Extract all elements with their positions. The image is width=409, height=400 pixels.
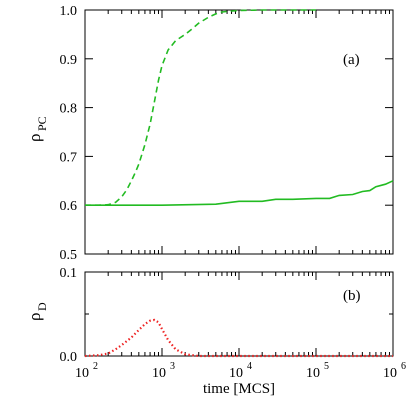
series-line-dotted: [84, 318, 393, 358]
series-line-dashed: [85, 9, 316, 206]
panel-b-label: (b): [343, 288, 361, 304]
x-tick-exponent: 2: [93, 361, 98, 372]
panel-a: 0.5 0.6 0.7 0.8 0.9 1.0 (a) ρ PC: [25, 4, 394, 263]
panel-a-series: [85, 9, 394, 206]
panel-b-series: [84, 318, 393, 358]
y-tick-label: 0.0: [60, 350, 78, 365]
panel-a-y-axis-label: ρ PC: [25, 116, 49, 142]
x-tick-exponent: 4: [247, 361, 252, 372]
y-tick-label: 0.7: [60, 150, 78, 165]
x-tick-label: 10: [75, 366, 89, 381]
panel-b-y-tick-labels: 0.0 0.1: [60, 266, 78, 365]
y-tick-label: 0.6: [60, 199, 78, 214]
panel-b-frame: [84, 271, 394, 357]
panel-b: 0.0 0.1 10 2 10 3 10 4 10 5 10 6 (b) ρ D time [MCS…: [25, 266, 406, 397]
x-tick-exponent: 5: [324, 361, 329, 372]
y-tick-label: 1.0: [60, 4, 78, 19]
panel-b-ylabel-sub: D: [35, 302, 49, 311]
panel-b-x-tick-labels: 10 2 10 3 10 4 10 5 10 6: [75, 361, 406, 381]
panel-a-label: (a): [343, 52, 360, 68]
x-tick-exponent: 3: [170, 361, 175, 372]
panel-a-ticks: [84, 9, 394, 255]
x-tick-label: 10: [152, 366, 166, 381]
y-tick-label: 0.5: [60, 248, 78, 263]
panel-a-frame: [84, 9, 394, 255]
panel-b-y-axis-label: ρ D: [25, 302, 49, 321]
y-tick-label: 0.8: [60, 102, 78, 117]
x-axis-label: time [MCS]: [203, 381, 275, 397]
x-tick-exponent: 6: [401, 361, 406, 372]
x-tick-label: 10: [306, 366, 320, 381]
panel-a-ylabel-sub: PC: [35, 116, 49, 131]
y-tick-label: 0.9: [60, 53, 78, 68]
panel-a-ylabel-rho: ρ: [25, 134, 44, 142]
panel-b-ticks: [84, 271, 394, 357]
x-tick-label: 10: [383, 366, 397, 381]
panel-a-y-tick-labels: 0.5 0.6 0.7 0.8 0.9 1.0: [60, 4, 78, 263]
x-tick-label: 10: [229, 366, 243, 381]
y-tick-label: 0.1: [60, 266, 78, 281]
series-line-solid: [85, 180, 394, 206]
panel-b-ylabel-rho: ρ: [25, 313, 44, 321]
